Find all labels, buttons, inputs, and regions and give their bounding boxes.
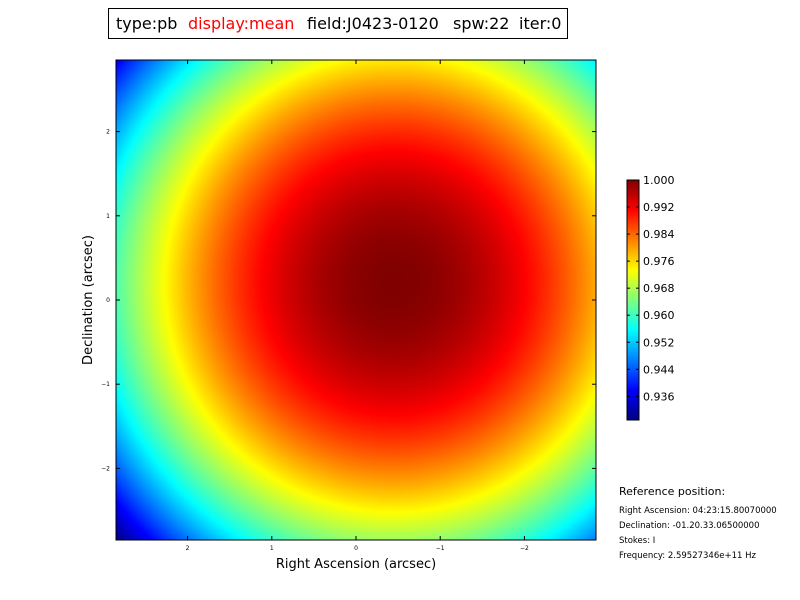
reference-ra: Right Ascension: 04:23:15.80070000 [619,506,777,516]
title-type: type:pb [116,14,178,33]
colorbar-tick-label: 0.936 [643,390,675,403]
x-tick-label: −2 [520,545,529,552]
x-tick-label: −1 [436,545,445,552]
title-spw: spw:22 [453,14,510,33]
y-tick-label: 2 [106,129,110,136]
reference-stokes: Stokes: I [619,536,656,546]
beam-heatmap [116,60,596,540]
colorbar-tick-label: 1.000 [643,174,675,187]
colorbar-gradient [627,180,639,420]
title-box: type:pb display:mean field:J0423-0120 sp… [108,8,568,39]
colorbar-tick-label: 0.952 [643,336,675,349]
y-axis-label: Declination (arcsec) [81,235,96,365]
colorbar-tick-label: 0.992 [643,201,675,214]
colorbar-tick-label: 0.960 [643,309,675,322]
colorbar-tick-label: 0.976 [643,255,675,268]
reference-info: Reference position: Right Ascension: 04:… [619,485,777,564]
reference-heading: Reference position: [619,485,726,498]
colorbar-tick-label: 0.984 [643,228,675,241]
title-display: display:mean [188,14,295,33]
y-tick-label: 1 [106,213,110,220]
colorbar-frame [626,179,640,421]
x-tick-label: 2 [186,545,190,552]
title-field: field:J0423-0120 [307,14,439,33]
reference-frequency: Frequency: 2.59527346e+11 Hz [619,551,756,561]
y-tick-label: −2 [101,465,110,472]
colorbar-tick-label: 0.968 [643,282,675,295]
x-tick-label: 1 [270,545,274,552]
x-axis-label: Right Ascension (arcsec) [276,557,436,572]
y-tick-label: −1 [101,381,110,388]
title-iter: iter:0 [519,14,562,33]
reference-dec: Declination: -01.20.33.06500000 [619,521,760,531]
colorbar-tick-label: 0.944 [643,363,675,376]
x-tick-label: 0 [354,545,358,552]
y-tick-label: 0 [106,297,110,304]
